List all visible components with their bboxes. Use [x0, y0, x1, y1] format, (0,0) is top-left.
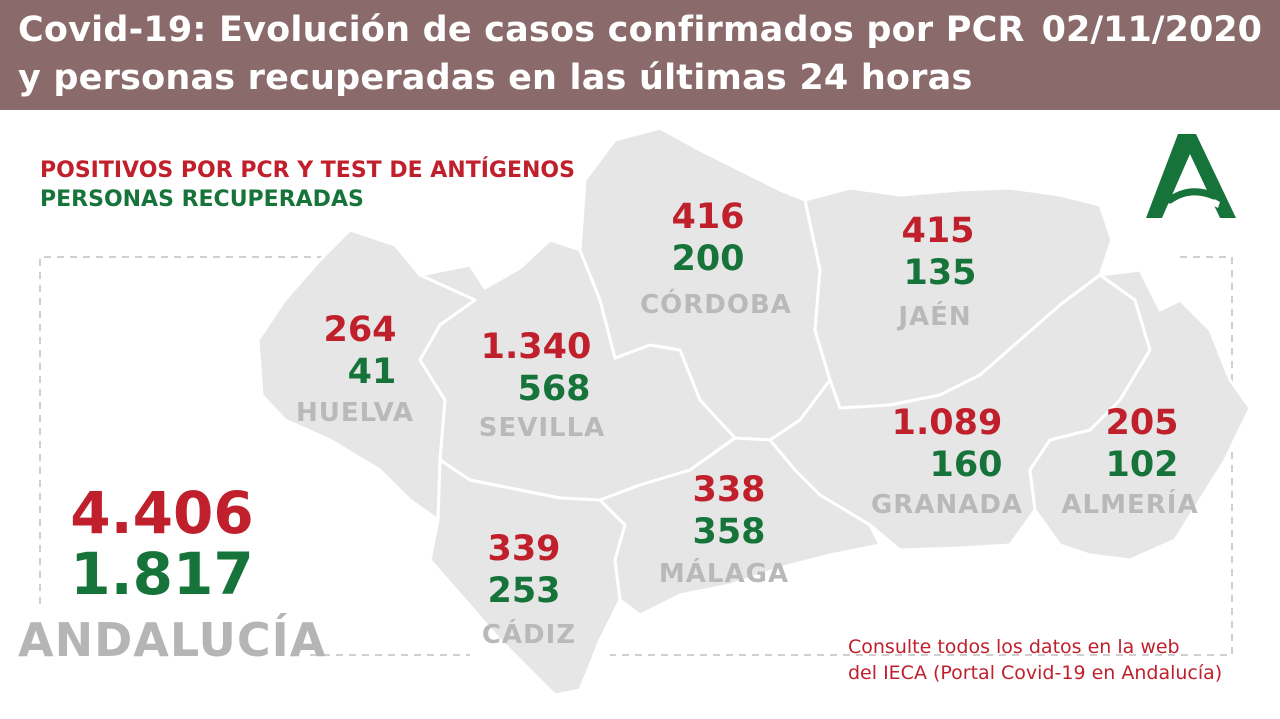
granada-positives: 1.089 — [891, 403, 1003, 443]
malaga-name: MÁLAGA — [658, 559, 790, 589]
cordoba-positives: 416 — [671, 197, 745, 237]
granada-name: GRANADA — [870, 490, 1024, 520]
province-shape-cadiz — [428, 458, 627, 697]
footer-note: Consulte todos los datos en la web del I… — [848, 634, 1222, 686]
cadiz-name: CÁDIZ — [481, 620, 577, 650]
legend-positives: POSITIVOS POR PCR Y TEST DE ANTÍGENOS — [40, 158, 575, 183]
malaga-positives: 338 — [692, 470, 766, 510]
province-shape-almeria — [1028, 268, 1252, 562]
junta-de-andalucia-logo-icon — [1146, 134, 1236, 218]
huelva-name: HUELVA — [295, 398, 415, 428]
almeria-name: ALMERÍA — [1061, 490, 1199, 520]
jaen-recovered: 135 — [903, 253, 977, 293]
cordoba-name: CÓRDOBA — [640, 290, 792, 320]
total-positives: 4.406 — [70, 479, 254, 547]
granada-recovered: 160 — [929, 445, 1003, 485]
page-title: Covid-19: Evolución de casos confirmados… — [18, 10, 1025, 98]
total-recovered: 1.817 — [70, 540, 254, 608]
footer-line-2: del IECA (Portal Covid-19 en Andalucía) — [848, 662, 1223, 684]
dashed-frame — [39, 256, 1233, 656]
province-shape-malaga — [598, 436, 882, 617]
cordoba-recovered: 200 — [671, 239, 745, 279]
sevilla-positives: 1.340 — [480, 327, 592, 367]
huelva-positives: 264 — [323, 310, 397, 350]
almeria-positives: 205 — [1105, 403, 1179, 443]
almeria-recovered: 102 — [1105, 445, 1179, 485]
footer-line-1: Consulte todos los datos en la web — [848, 636, 1180, 658]
cadiz-positives: 339 — [487, 529, 561, 569]
huelva-recovered: 41 — [347, 352, 397, 392]
header-bar: Covid-19: Evolución de casos confirmados… — [0, 0, 1280, 110]
cadiz-recovered: 253 — [487, 571, 561, 611]
jaen-name: JAÉN — [898, 302, 972, 332]
sevilla-name: SEVILLA — [478, 413, 606, 443]
report-date: 02/11/2020 — [1041, 10, 1262, 50]
sevilla-recovered: 568 — [517, 369, 591, 409]
region-name: ANDALUCÍA — [18, 613, 327, 667]
malaga-recovered: 358 — [692, 512, 766, 552]
legend-recovered: PERSONAS RECUPERADAS — [40, 187, 364, 212]
jaen-positives: 415 — [901, 211, 975, 251]
